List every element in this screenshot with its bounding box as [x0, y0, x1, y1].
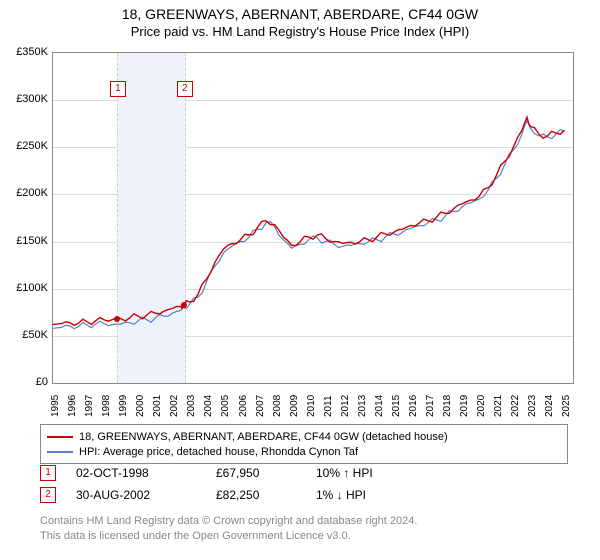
legend: 18, GREENWAYS, ABERNANT, ABERDARE, CF44 …: [40, 424, 568, 464]
xtick-label: 2022: [510, 395, 521, 417]
event-delta: 1% ↓ HPI: [316, 488, 436, 502]
chart-plot-area: 1995199619971998199920002001200220032004…: [52, 52, 574, 384]
xtick-label: 1995: [50, 395, 61, 417]
xtick-label: 2024: [544, 395, 555, 417]
xtick-label: 2004: [203, 395, 214, 417]
xtick-label: 2011: [323, 395, 334, 417]
legend-row: 18, GREENWAYS, ABERNANT, ABERDARE, CF44 …: [47, 429, 561, 444]
footnote-line: This data is licensed under the Open Gov…: [40, 529, 417, 544]
xtick-label: 2008: [272, 395, 283, 417]
event-id-box: 1: [40, 465, 56, 481]
legend-swatch: [47, 451, 73, 453]
xtick-label: 2013: [357, 395, 368, 417]
xtick-label: 2016: [408, 395, 419, 417]
xtick-label: 2015: [391, 395, 402, 417]
xtick-label: 1997: [84, 395, 95, 417]
xtick-label: 2000: [135, 395, 146, 417]
xtick-label: 1996: [67, 395, 78, 417]
event-id-box: 2: [40, 487, 56, 503]
ytick-label: £150K: [16, 235, 48, 247]
xtick-label: 2009: [289, 395, 300, 417]
xtick-label: 2002: [169, 395, 180, 417]
ytick-label: £300K: [16, 93, 48, 105]
xtick-label: 2017: [425, 395, 436, 417]
xtick-label: 2005: [220, 395, 231, 417]
ytick-label: £0: [36, 376, 48, 388]
legend-row: HPI: Average price, detached house, Rhon…: [47, 444, 561, 459]
event-marker-label: 1: [110, 81, 126, 97]
xtick-label: 2025: [561, 395, 572, 417]
series-line-price_paid: [53, 117, 565, 325]
footnote-line: Contains HM Land Registry data © Crown c…: [40, 514, 417, 529]
event-row: 2 30-AUG-2002£82,2501% ↓ HPI: [40, 484, 436, 506]
series-svg: [53, 53, 573, 383]
ytick-label: £350K: [16, 46, 48, 58]
event-price: £67,950: [216, 466, 316, 480]
ytick-label: £50K: [22, 329, 48, 341]
event-marker-label: 2: [177, 81, 193, 97]
xtick-label: 2023: [527, 395, 538, 417]
xtick-label: 2021: [493, 395, 504, 417]
event-marker-dot: [114, 316, 120, 322]
legend-label: HPI: Average price, detached house, Rhon…: [79, 446, 358, 458]
event-date: 02-OCT-1998: [76, 466, 216, 480]
xtick-label: 1998: [101, 395, 112, 417]
ytick-label: £100K: [16, 282, 48, 294]
ytick-label: £200K: [16, 187, 48, 199]
xtick-label: 2019: [459, 395, 470, 417]
events-table: 1 02-OCT-1998£67,95010% ↑ HPI 2 30-AUG-2002…: [40, 462, 436, 506]
footnote: Contains HM Land Registry data © Crown c…: [40, 514, 417, 544]
xtick-label: 2001: [152, 395, 163, 417]
chart-subtitle: Price paid vs. HM Land Registry's House …: [0, 24, 600, 39]
event-date: 30-AUG-2002: [76, 488, 216, 502]
legend-label: 18, GREENWAYS, ABERNANT, ABERDARE, CF44 …: [79, 431, 448, 443]
xtick-label: 2007: [255, 395, 266, 417]
xtick-label: 2018: [442, 395, 453, 417]
chart-title: 18, GREENWAYS, ABERNANT, ABERDARE, CF44 …: [0, 6, 600, 22]
xtick-label: 2014: [374, 395, 385, 417]
series-line-hpi: [53, 121, 565, 329]
event-price: £82,250: [216, 488, 316, 502]
event-delta: 10% ↑ HPI: [316, 466, 436, 480]
ytick-label: £250K: [16, 140, 48, 152]
xtick-label: 2010: [306, 395, 317, 417]
event-marker-dot: [181, 302, 187, 308]
legend-swatch: [47, 436, 73, 438]
event-row: 1 02-OCT-1998£67,95010% ↑ HPI: [40, 462, 436, 484]
xtick-label: 1999: [118, 395, 129, 417]
xtick-label: 2006: [238, 395, 249, 417]
xtick-label: 2020: [476, 395, 487, 417]
xtick-label: 2012: [340, 395, 351, 417]
xtick-label: 2003: [186, 395, 197, 417]
